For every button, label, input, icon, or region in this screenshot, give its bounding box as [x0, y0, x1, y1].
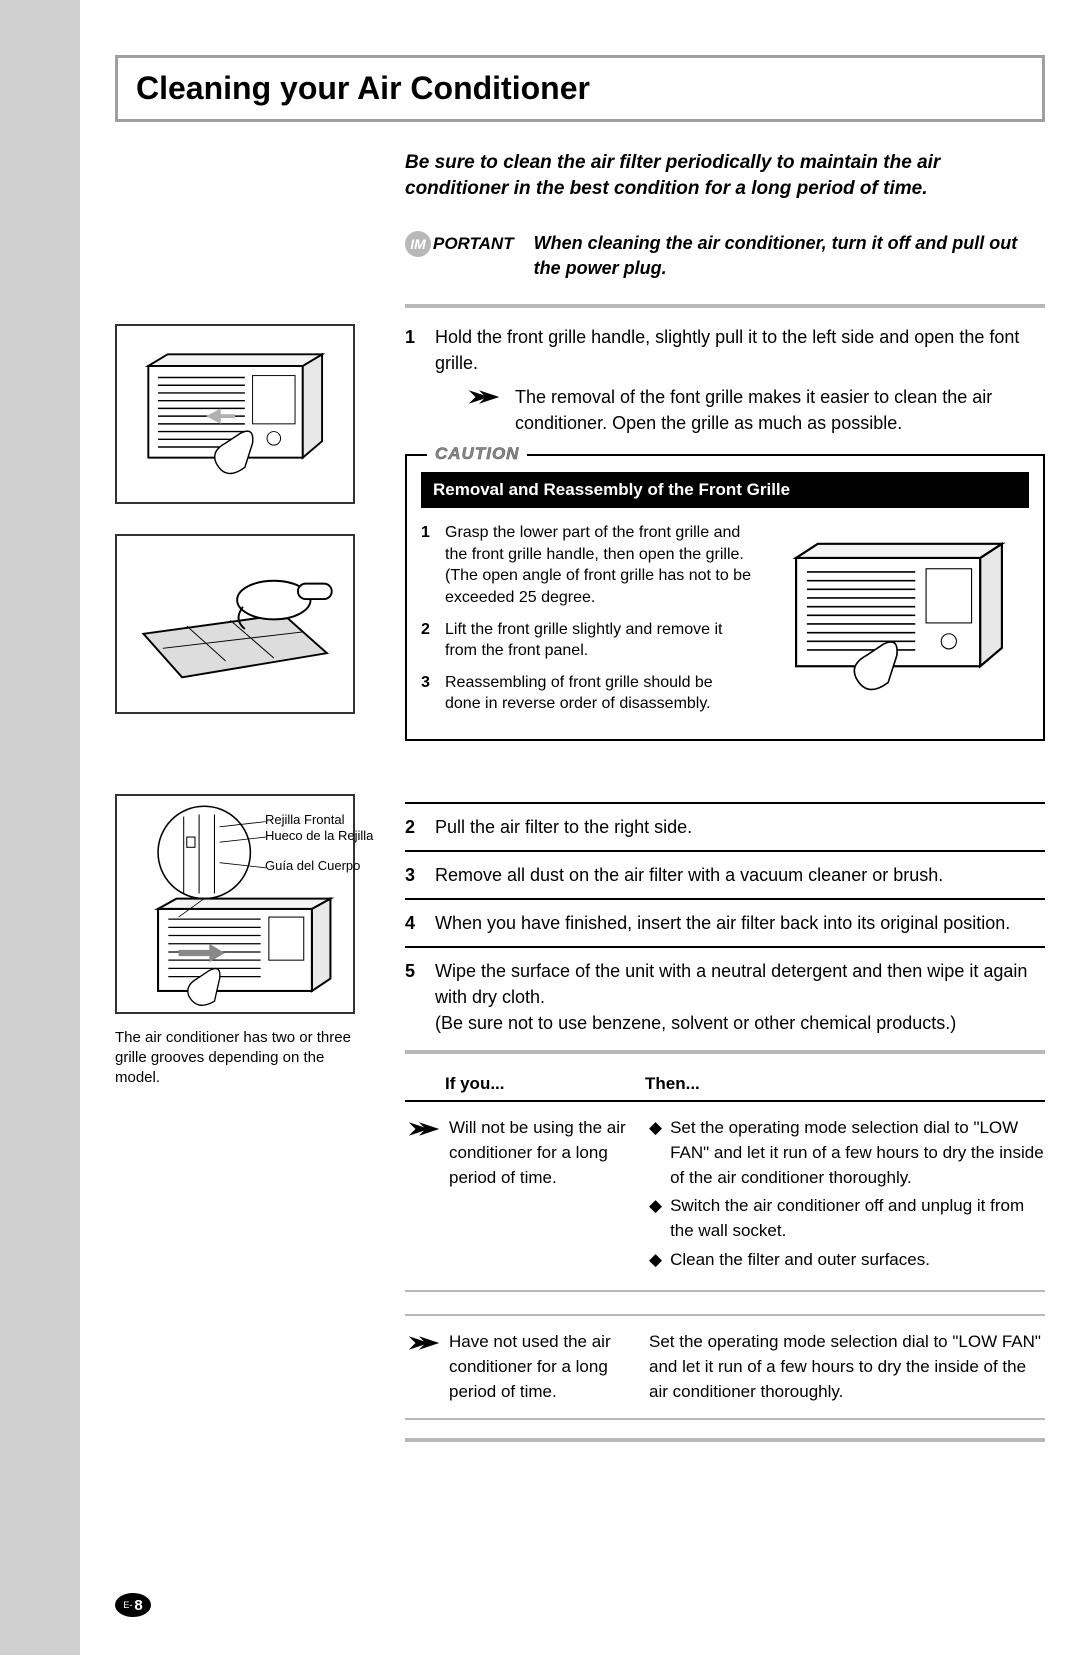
caution-step: 1Grasp the lower part of the front grill… — [421, 522, 751, 608]
table-header-if: If you... — [445, 1074, 645, 1094]
step-3: 3Remove all dust on the air filter with … — [405, 862, 1045, 888]
fig3-caption: The air conditioner has two or three gri… — [115, 1028, 355, 1089]
step-1: 1 Hold the front grille handle, slightly… — [405, 324, 1045, 436]
divider — [405, 946, 1045, 948]
figure-filter-vacuum — [115, 534, 355, 714]
table-cell-if: Will not be using the air conditioner fo… — [449, 1116, 649, 1190]
filter-vacuum-icon — [129, 545, 341, 703]
table-header-then: Then... — [645, 1074, 700, 1094]
spacer — [115, 744, 1045, 794]
if-then-table: If you... Then... Will not be using the … — [405, 1068, 1045, 1442]
figure-3-wrap: Rejilla Frontal Hueco de la Rejilla Guía… — [115, 794, 375, 1089]
right-content-1: 1 Hold the front grille handle, slightly… — [405, 324, 1045, 741]
divider — [405, 802, 1045, 804]
important-circle-icon: IM — [405, 231, 431, 257]
table-cell-then: Set the operating mode selection dial to… — [649, 1330, 1045, 1404]
divider — [405, 304, 1045, 308]
fig3-label-2: Hueco de la Rejilla — [265, 828, 373, 843]
caution-box: CAUTION Removal and Reassembly of the Fr… — [405, 454, 1045, 741]
table-header-row: If you... Then... — [405, 1068, 1045, 1102]
ac-unit-icon — [129, 335, 341, 493]
page: Cleaning your Air Conditioner Be sure to… — [80, 0, 1080, 1655]
table-row: Have not used the air conditioner for a … — [405, 1314, 1045, 1420]
step-1-note: The removal of the font grille makes it … — [467, 384, 1045, 436]
figure-grille-detail — [115, 794, 355, 1014]
ac-unit-icon — [769, 520, 1029, 704]
left-figures-1 — [115, 324, 375, 744]
row-arrow-icon — [407, 1332, 441, 1354]
important-text: When cleaning the air conditioner, turn … — [534, 231, 1045, 280]
divider — [405, 898, 1045, 900]
caution-header: Removal and Reassembly of the Front Gril… — [421, 472, 1029, 508]
fig3-label-1: Rejilla Frontal — [265, 812, 344, 827]
fig3-label-3: Guía del Cuerpo — [265, 858, 360, 873]
figure-ac-open-grille — [115, 324, 355, 504]
step-4: 4When you have finished, insert the air … — [405, 910, 1045, 936]
divider — [405, 1438, 1045, 1442]
intro-text: Be sure to clean the air filter periodic… — [405, 150, 1045, 201]
block-1: 1 Hold the front grille handle, slightly… — [115, 324, 1045, 744]
caution-step: 2Lift the front grille slightly and remo… — [421, 619, 751, 662]
step-number: 1 — [405, 324, 421, 436]
row-arrow-icon — [407, 1118, 441, 1140]
caution-label: CAUTION — [427, 444, 527, 464]
step-5: 5Wipe the surface of the unit with a neu… — [405, 958, 1045, 1036]
left-figures-2: Rejilla Frontal Hueco de la Rejilla Guía… — [115, 794, 375, 1089]
figure-ac-caution — [769, 522, 1029, 702]
table-row: Will not be using the air conditioner fo… — [405, 1102, 1045, 1292]
page-title: Cleaning your Air Conditioner — [136, 70, 1024, 107]
important-badge: IMPORTANT — [405, 231, 514, 257]
step-2: 2Pull the air filter to the right side. — [405, 814, 1045, 840]
important-badge-rest: PORTANT — [433, 234, 514, 254]
table-cell-then: ◆Set the operating mode selection dial t… — [649, 1116, 1045, 1276]
caution-step: 3Reassembling of front grille should be … — [421, 672, 751, 715]
step-text: Hold the front grille handle, slightly p… — [435, 327, 1019, 373]
important-row: IMPORTANT When cleaning the air conditio… — [405, 231, 1045, 280]
caution-body: 1Grasp the lower part of the front grill… — [421, 522, 1029, 725]
divider — [405, 850, 1045, 852]
divider — [405, 1050, 1045, 1054]
right-content-2: 2Pull the air filter to the right side. … — [405, 802, 1045, 1442]
block-2: Rejilla Frontal Hueco de la Rejilla Guía… — [115, 794, 1045, 1442]
title-box: Cleaning your Air Conditioner — [115, 55, 1045, 122]
note-arrow-icon — [467, 386, 501, 408]
page-number-badge: E-8 — [115, 1593, 151, 1617]
caution-steps: 1Grasp the lower part of the front grill… — [421, 522, 751, 725]
note-text: The removal of the font grille makes it … — [515, 384, 1045, 436]
table-cell-if: Have not used the air conditioner for a … — [449, 1330, 649, 1404]
page-number: E-8 — [115, 1593, 151, 1617]
